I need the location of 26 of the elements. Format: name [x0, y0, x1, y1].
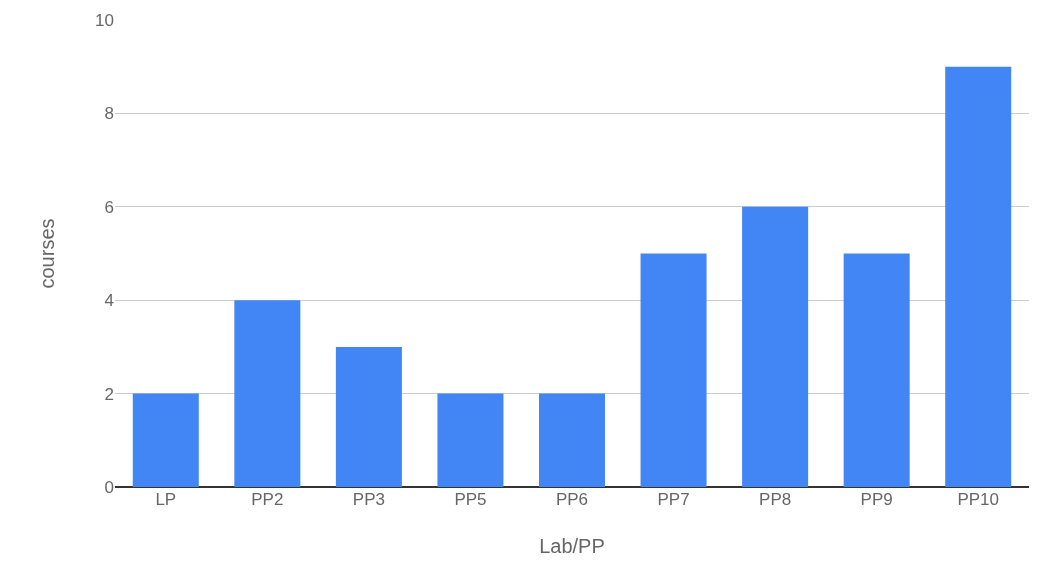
bar: [538, 393, 606, 487]
y-tick-label: 4: [104, 291, 114, 311]
bar: [234, 300, 301, 487]
bar: [335, 346, 402, 487]
x-axis-title: Lab/PP: [539, 534, 605, 557]
x-tick-label: PP2: [251, 490, 284, 509]
bar: [843, 253, 910, 487]
x-tick-label: PP5: [454, 490, 487, 509]
x-tick-label: PP7: [657, 490, 690, 509]
x-tick-label: PP9: [860, 490, 893, 509]
y-tick-label: 8: [104, 104, 114, 124]
y-axis-title: courses: [35, 218, 58, 289]
bar: [945, 66, 1012, 487]
y-tick-label: 0: [104, 477, 114, 497]
x-tick-label: PP8: [759, 490, 792, 509]
x-tick-label: LP: [155, 490, 177, 509]
x-tick-label: PP6: [555, 490, 589, 509]
bar: [640, 253, 707, 487]
y-tick-label: 2: [104, 384, 114, 404]
bar: [742, 206, 809, 487]
y-tick-label: 6: [104, 197, 114, 217]
bar: [437, 393, 504, 487]
x-tick-label: PP3: [352, 490, 385, 509]
x-tick-label: PP10: [957, 490, 1000, 509]
y-tick-label: 10: [95, 10, 114, 30]
bar: [132, 393, 199, 487]
